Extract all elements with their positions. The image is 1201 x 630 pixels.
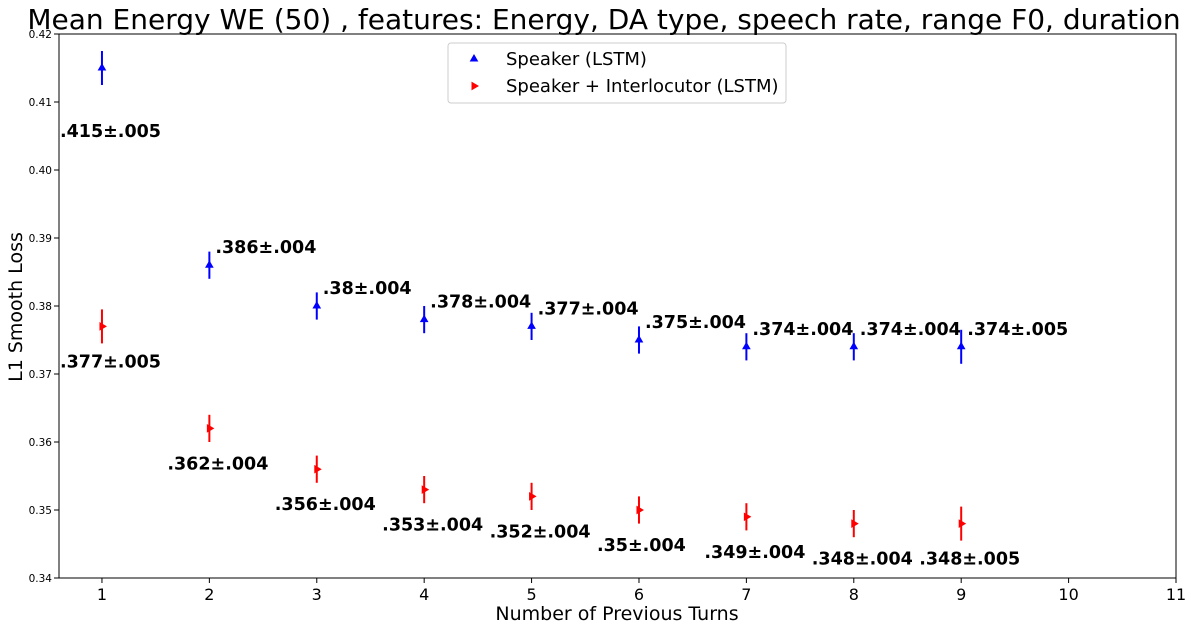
- data-label: .35±.004: [597, 536, 686, 556]
- data-label: .348±.005: [919, 550, 1020, 570]
- legend-marker: [471, 81, 479, 91]
- data-point: [849, 341, 859, 350]
- data-point: [527, 321, 536, 329]
- x-tick-label: 6: [634, 585, 644, 604]
- y-tick-label: 0.35: [29, 505, 52, 517]
- y-tick-label: 0.42: [29, 29, 52, 41]
- data-label: .352±.004: [490, 522, 591, 542]
- y-tick-label: 0.37: [29, 369, 52, 381]
- data-point: [529, 492, 537, 501]
- y-tick-label: 0.34: [29, 573, 53, 585]
- series-2: [99, 309, 967, 541]
- data-point: [312, 301, 322, 309]
- legend-box: [447, 42, 787, 104]
- data-label: .374±.004: [752, 320, 853, 340]
- x-tick-label: 8: [849, 585, 859, 604]
- data-label: .362±.004: [167, 454, 268, 474]
- data-point: [636, 505, 644, 515]
- data-point: [958, 519, 967, 528]
- data-label: .356±.004: [275, 495, 376, 515]
- data-label: .386±.004: [215, 238, 316, 258]
- y-tick-label: 0.38: [29, 301, 52, 313]
- data-label: .378±.004: [430, 293, 531, 313]
- x-tick-label: 3: [312, 585, 322, 604]
- series-1: [97, 51, 966, 364]
- series-layer: [97, 51, 967, 541]
- y-tick-label: 0.36: [29, 437, 53, 449]
- y-tick-label: 0.41: [29, 97, 52, 109]
- chart-title: Mean Energy WE (50) , features: Energy, …: [27, 3, 1180, 36]
- x-tick-label: 7: [741, 585, 751, 604]
- data-point: [97, 63, 107, 71]
- data-point: [205, 260, 214, 268]
- x-axis-label: Number of Previous Turns: [495, 603, 738, 625]
- x-tick-label: 9: [956, 585, 966, 604]
- y-tick-label: 0.39: [29, 233, 52, 245]
- legend-label: Speaker + Interlocutor (LSTM): [506, 76, 779, 97]
- data-label: .374±.004: [860, 320, 961, 340]
- data-label: .374±.005: [967, 320, 1068, 340]
- legend: Speaker (LSTM) Speaker + Interlocutor (LS…: [447, 42, 787, 104]
- data-label: .348±.004: [812, 550, 913, 570]
- x-axis: 1 2 3 4 5 6 7 8 9 10 11: [97, 578, 1186, 604]
- data-point: [206, 424, 215, 433]
- data-point: [851, 519, 859, 528]
- data-label: .353±.004: [382, 516, 483, 536]
- data-label: .349±.004: [704, 543, 805, 563]
- data-point: [956, 341, 966, 350]
- data-label: .38±.004: [323, 279, 412, 299]
- x-tick-label: 4: [419, 585, 429, 604]
- x-tick-label: 10: [1058, 585, 1078, 604]
- data-point: [742, 341, 751, 350]
- x-tick-label: 5: [526, 585, 536, 604]
- data-label: .377±.004: [538, 299, 639, 319]
- y-axis-label: L1 Smooth Loss: [5, 232, 27, 382]
- legend-label: Speaker (LSTM): [506, 49, 647, 70]
- data-point: [743, 512, 752, 522]
- legend-marker: [469, 54, 479, 62]
- data-label: .415±.005: [60, 122, 161, 142]
- data-labels: .415±.005 .386±.004 .38±.004 .378±.004 .377±…: [60, 122, 1068, 570]
- y-axis: 0.34 0.35 0.36 0.37 0.38 0.39 0.40 0.41 0.42: [29, 29, 59, 585]
- x-tick-label: 1: [97, 585, 107, 604]
- data-point: [421, 485, 430, 494]
- data-point: [314, 464, 322, 474]
- x-tick-label: 2: [204, 585, 214, 604]
- data-label: .377±.005: [60, 352, 161, 372]
- data-point: [634, 335, 644, 343]
- data-point: [419, 314, 429, 323]
- y-tick-label: 0.40: [29, 165, 52, 177]
- data-point: [99, 322, 107, 331]
- data-label: .375±.004: [645, 313, 746, 333]
- x-tick-label: 11: [1166, 585, 1186, 604]
